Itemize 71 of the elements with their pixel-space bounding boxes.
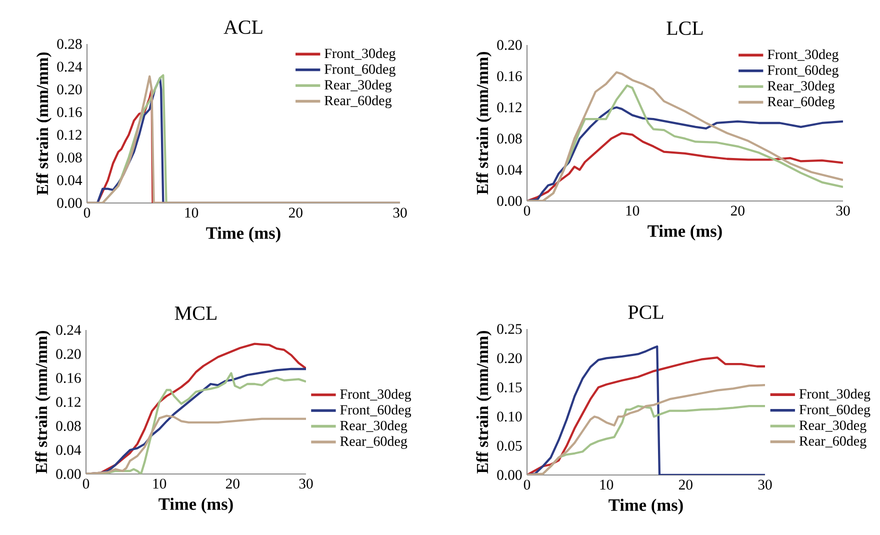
y-tick-label: 0.24	[56, 325, 82, 335]
x-tick-label: 0	[82, 478, 90, 489]
x-tick-label: 20	[730, 206, 744, 216]
x-tick-label: 20	[226, 478, 240, 489]
legend-label: Rear_30deg	[799, 420, 866, 433]
legend-label: Front_30deg	[324, 48, 396, 61]
y-tick-label: 0.12	[57, 130, 82, 140]
legend-label: Front_60deg	[799, 404, 870, 418]
x-tick-label: 0	[524, 480, 530, 490]
y-tick-label: 0.00	[57, 198, 82, 208]
y-tick-label: 0.00	[497, 196, 522, 206]
x-axis-title: Time (ms)	[608, 498, 683, 514]
y-tick-label: 0.04	[56, 445, 82, 455]
y-tick-label: 0.25	[497, 324, 522, 334]
y-tick-label: 0.05	[497, 440, 522, 451]
y-tick-label: 0.16	[57, 107, 82, 118]
x-tick-label: 0	[524, 206, 530, 216]
y-tick-label: 0.24	[57, 62, 82, 72]
x-tick-label: 20	[678, 480, 692, 490]
x-axis-title: Time (ms)	[206, 226, 280, 242]
y-tick-label: 0.16	[497, 71, 522, 82]
x-tick-label: 20	[288, 208, 302, 218]
y-axis-title: Eff strain (mm/mm)	[35, 331, 50, 474]
y-tick-label: 0.12	[497, 102, 522, 112]
y-axis-title: Eff strain (mm/mm)	[476, 52, 492, 194]
y-tick-label: 0.00	[497, 470, 522, 480]
y-axis-title: Eff strain (mm/mm)	[476, 331, 492, 474]
x-tick-label: 10	[626, 206, 640, 216]
legend-label: Front_30deg	[768, 49, 838, 62]
x-tick-label: 30	[393, 208, 407, 218]
y-tick-label: 0.20	[57, 84, 82, 94]
y-tick-label: 0.10	[497, 412, 522, 422]
x-tick-label: 30	[299, 478, 313, 489]
x-tick-label: 30	[758, 480, 772, 490]
y-tick-label: 0.08	[56, 421, 81, 431]
x-tick-label: 10	[600, 480, 614, 490]
y-tick-label: 0.00	[56, 469, 81, 479]
legend-label: Front_60deg	[324, 64, 396, 77]
x-tick-label: 10	[185, 208, 198, 218]
legend-label: Rear_30deg	[340, 420, 408, 434]
legend-label: Rear_30deg	[768, 80, 835, 94]
legend-label: Rear_30deg	[324, 80, 392, 92]
y-tick-label: 0.28	[57, 39, 82, 49]
x-axis-title: Time (ms)	[648, 224, 722, 240]
y-tick-label: 0.08	[57, 152, 82, 163]
y-axis-title: Eff strain (mm/mm)	[36, 52, 52, 195]
y-tick-label: 0.04	[57, 175, 82, 186]
x-tick-label: 0	[84, 208, 90, 218]
y-tick-label: 0.20	[497, 40, 522, 50]
chart-title: MCL	[174, 306, 216, 320]
x-tick-label: 10	[153, 478, 166, 489]
y-tick-label: 0.20	[56, 349, 81, 359]
legend-label: Front_30deg	[340, 389, 412, 402]
chart-title: ACL	[224, 20, 262, 34]
legend-label: Rear_60deg	[324, 95, 392, 108]
y-tick-label: 0.16	[56, 373, 81, 383]
y-tick-label: 0.08	[497, 134, 522, 144]
y-tick-label: 0.04	[497, 164, 522, 175]
y-tick-label: 0.20	[497, 353, 522, 364]
y-tick-label: 0.15	[497, 382, 522, 392]
legend-label: Front_60deg	[768, 64, 838, 78]
x-tick-label: 30	[836, 206, 850, 216]
legend-label: Rear_60deg	[799, 436, 866, 449]
chart-title: PCL	[628, 306, 664, 319]
legend-label: Rear_60deg	[768, 96, 835, 110]
legend-label: Rear_60deg	[340, 436, 408, 449]
legend-label: Front_30deg	[799, 388, 870, 402]
chart-title: LCL	[666, 22, 703, 35]
y-tick-label: 0.12	[56, 397, 80, 407]
x-axis-title: Time (ms)	[158, 498, 233, 514]
legend-label: Front_60deg	[340, 404, 412, 418]
